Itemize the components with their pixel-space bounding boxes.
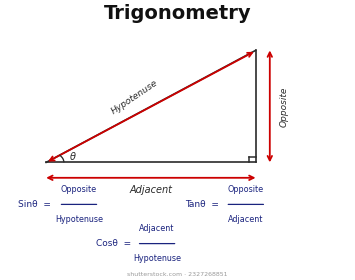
Text: Opposite: Opposite — [279, 86, 289, 127]
Text: Hypotenuse: Hypotenuse — [133, 254, 181, 263]
Text: Adjacent: Adjacent — [228, 215, 263, 224]
Text: θ: θ — [70, 152, 76, 162]
Text: Trigonometry: Trigonometry — [104, 4, 251, 23]
Text: Tanθ  =: Tanθ = — [185, 200, 218, 209]
Text: Hypotenuse: Hypotenuse — [110, 78, 160, 116]
Text: Opposite: Opposite — [228, 185, 264, 194]
Text: Adjacent: Adjacent — [129, 185, 173, 195]
Text: Adjacent: Adjacent — [140, 224, 175, 233]
Text: Hypotenuse: Hypotenuse — [55, 215, 103, 224]
Text: Opposite: Opposite — [61, 185, 97, 194]
Text: shutterstock.com · 2327268851: shutterstock.com · 2327268851 — [127, 272, 228, 277]
Text: Sinθ  =: Sinθ = — [18, 200, 51, 209]
Text: Cosθ  =: Cosθ = — [96, 239, 131, 248]
